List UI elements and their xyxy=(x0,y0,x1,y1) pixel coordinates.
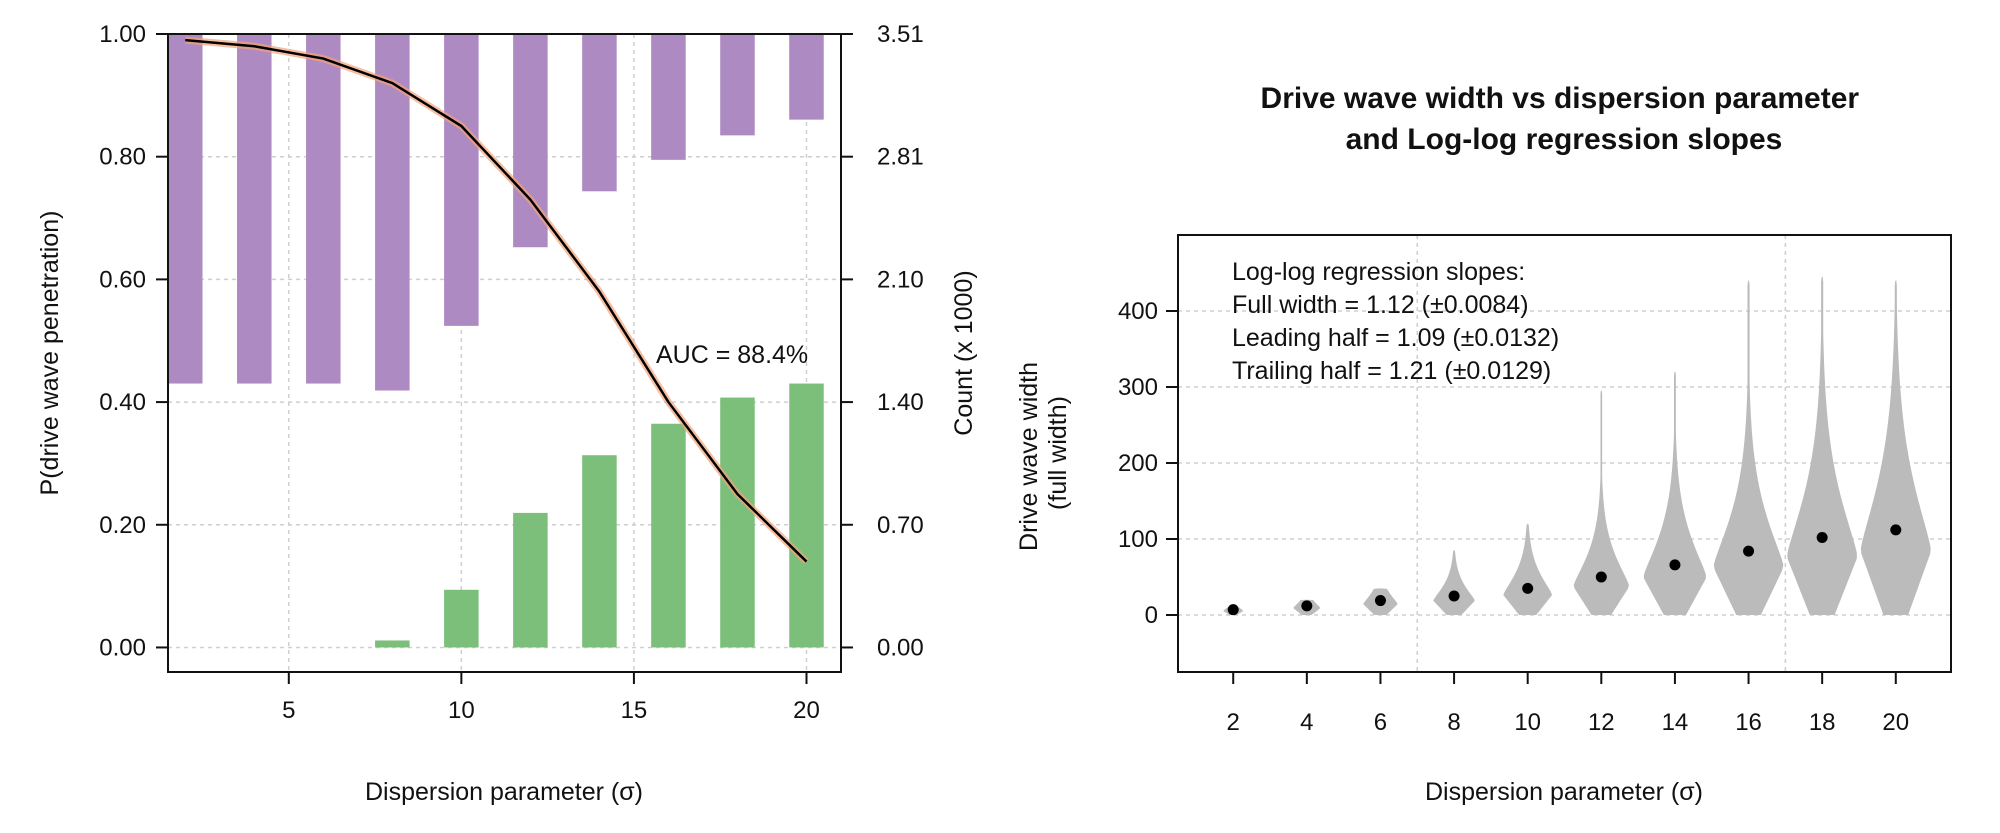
x-tick-label: 2 xyxy=(1227,709,1240,736)
y-axis-left: 0.00 0.20 0.40 0.60 0.80 1.00 xyxy=(99,21,168,661)
bar-green xyxy=(582,455,617,648)
y-axis-title: Drive wave width (full width) xyxy=(1015,355,1072,551)
penetration-chart: 5 10 15 20 0.00 0.20 0.40 0.60 0.80 1.00 0.00 0.7… xyxy=(36,21,978,806)
annotation-line: Trailing half = 1.21 (±0.0129) xyxy=(1232,357,1551,385)
mean-point xyxy=(1374,595,1386,607)
mean-point xyxy=(1448,590,1460,602)
x-axis-title: Dispersion parameter (σ) xyxy=(365,778,643,806)
bar-purple xyxy=(651,34,686,160)
bar-purple xyxy=(720,34,755,136)
x-tick-label: 16 xyxy=(1735,709,1762,736)
chart-title-line-2: and Log-log regression slopes xyxy=(1346,123,1783,156)
x-tick-label: 5 xyxy=(282,697,295,724)
mean-point xyxy=(1301,600,1313,612)
bar-purple xyxy=(582,34,617,192)
bars xyxy=(168,34,824,648)
y2-tick-label: 0.70 xyxy=(877,512,924,539)
chart-title: Drive wave width vs dispersion parameter… xyxy=(1261,82,1868,156)
x-axis: 2 4 6 8 10 12 14 16 18 20 xyxy=(1227,672,1909,736)
x-tick-label: 14 xyxy=(1662,709,1689,736)
bar-green xyxy=(513,512,548,648)
mean-points xyxy=(1227,524,1902,616)
x-tick-label: 15 xyxy=(621,697,648,724)
x-tick-label: 4 xyxy=(1300,709,1313,736)
y2-tick-label: 1.40 xyxy=(877,389,924,416)
y-tick-label: 0.40 xyxy=(99,389,146,416)
violins xyxy=(1223,276,1931,615)
violin xyxy=(1643,371,1706,615)
annotation-line: Full width = 1.12 (±0.0084) xyxy=(1232,291,1529,319)
x-tick-label: 20 xyxy=(1882,709,1909,736)
bar-green xyxy=(444,589,479,648)
bar-purple xyxy=(168,34,203,384)
y-tick-label: 0.00 xyxy=(99,634,146,661)
y-tick-label: 1.00 xyxy=(99,21,146,48)
y-tick-label: 0 xyxy=(1145,602,1158,629)
y2-tick-label: 2.81 xyxy=(877,144,924,171)
penetration-line xyxy=(184,36,809,565)
x-tick-label: 6 xyxy=(1374,709,1387,736)
auc-annotation: AUC = 88.4% xyxy=(656,341,808,369)
x-tick-label: 10 xyxy=(1514,709,1541,736)
mean-point xyxy=(1595,571,1607,583)
y-tick-label: 0.60 xyxy=(99,266,146,293)
line-band xyxy=(184,36,809,565)
violin-chart: Drive wave width vs dispersion parameter… xyxy=(1015,82,1952,806)
y-axis-title-right: Count (x 1000) xyxy=(950,270,978,435)
chart-title-line-1: Drive wave width vs dispersion parameter xyxy=(1261,82,1860,115)
bar-green xyxy=(651,423,686,648)
x-tick-label: 12 xyxy=(1588,709,1615,736)
y-axis: 0 100 200 300 400 xyxy=(1118,298,1178,629)
mean-point xyxy=(1890,524,1902,536)
regression-annotations: Log-log regression slopes: Full width = 1… xyxy=(1232,258,1559,385)
violin xyxy=(1713,280,1784,615)
bar-green xyxy=(789,383,824,648)
y-tick-label: 300 xyxy=(1118,374,1158,401)
annotation-line: Log-log regression slopes: xyxy=(1232,258,1525,286)
y2-tick-label: 2.10 xyxy=(877,266,924,293)
y-tick-label: 200 xyxy=(1118,450,1158,477)
y-axis-title-line-1: Drive wave width xyxy=(1015,362,1043,551)
y-axis-title-left: P(drive wave penetration) xyxy=(36,211,64,496)
bar-green xyxy=(375,640,410,648)
mean-point xyxy=(1816,531,1828,543)
mean-point xyxy=(1227,604,1239,616)
violin xyxy=(1573,390,1629,615)
violin xyxy=(1503,523,1552,615)
plot-frame xyxy=(167,33,842,673)
line-series xyxy=(185,38,808,563)
x-axis: 5 10 15 20 xyxy=(282,672,820,724)
mean-point xyxy=(1669,559,1681,571)
violin xyxy=(1433,550,1475,615)
bar-green xyxy=(720,397,755,648)
mean-point xyxy=(1522,582,1534,594)
y2-tick-label: 3.51 xyxy=(877,21,924,48)
x-tick-label: 10 xyxy=(448,697,475,724)
bar-purple xyxy=(306,34,341,384)
violin xyxy=(1860,280,1931,615)
y-axis-right: 0.00 0.70 1.40 2.10 2.81 3.51 xyxy=(841,21,924,661)
x-tick-label: 18 xyxy=(1809,709,1836,736)
bar-purple xyxy=(444,34,479,326)
violin xyxy=(1787,276,1857,615)
bar-purple xyxy=(237,34,272,384)
annotation-line: Leading half = 1.09 (±0.0132) xyxy=(1232,324,1559,352)
plot-frame xyxy=(1177,234,1952,673)
y-tick-label: 100 xyxy=(1118,526,1158,553)
x-tick-label: 20 xyxy=(793,697,820,724)
y2-tick-label: 0.00 xyxy=(877,634,924,661)
x-axis-title: Dispersion parameter (σ) xyxy=(1425,778,1703,806)
y-tick-label: 0.20 xyxy=(99,512,146,539)
bar-purple xyxy=(789,34,824,120)
x-tick-label: 8 xyxy=(1447,709,1460,736)
y-tick-label: 0.80 xyxy=(99,144,146,171)
y-tick-label: 400 xyxy=(1118,298,1158,325)
y-axis-title-line-2: (full width) xyxy=(1044,396,1072,510)
mean-point xyxy=(1743,545,1755,557)
